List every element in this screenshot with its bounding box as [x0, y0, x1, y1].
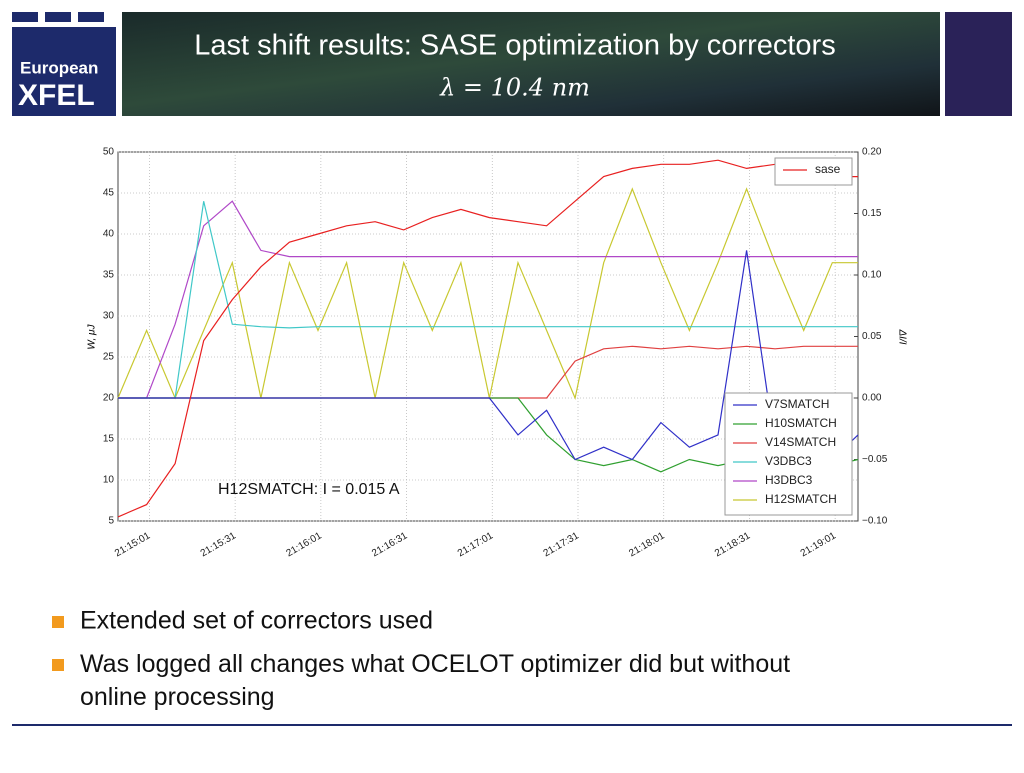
y-tick-label: 20	[103, 393, 115, 404]
y-tick-label: 35	[103, 270, 115, 281]
slide-subtitle: λ = 10.4 nm	[439, 74, 590, 102]
x-tick-label: 21:18:31	[713, 530, 753, 559]
series-line	[118, 250, 859, 461]
logo-square	[12, 12, 38, 22]
y-tick-label: 25	[103, 352, 115, 363]
bullet-marker	[52, 616, 64, 628]
legend-label: H10SMATCH	[765, 416, 837, 430]
y2-tick-label: 0.10	[862, 270, 882, 281]
bullet-text: Extended set of correctors used	[80, 607, 433, 635]
logo-square	[45, 12, 71, 22]
y-tick-label: 40	[103, 229, 115, 240]
logo	[12, 27, 116, 116]
legend-label: V7SMATCH	[765, 397, 829, 411]
series-line	[117, 159, 858, 518]
legend	[774, 157, 853, 186]
y2-tick-label: 0.15	[862, 208, 882, 219]
annotation: H12SMATCH: I = 0.015 A	[218, 481, 400, 498]
y-tick-label: 30	[103, 311, 115, 322]
y2-axis-label: ΔI/I	[896, 328, 907, 344]
legend-label: V3DBC3	[765, 454, 812, 468]
y-tick-label: 5	[108, 516, 114, 527]
logo-text: XFEL	[18, 79, 95, 112]
x-tick-label: 21:16:31	[370, 530, 410, 559]
bullet-text: Was logged all changes what OCELOT optim…	[80, 650, 790, 711]
y2-tick-label: −0.10	[862, 516, 888, 527]
legend-label: V14SMATCH	[765, 435, 836, 449]
y-tick-label: 10	[103, 475, 115, 486]
x-tick-label: 21:18:01	[627, 530, 667, 559]
y2-tick-label: 0.05	[862, 331, 882, 342]
x-tick-label: 21:15:01	[113, 530, 153, 559]
legend-label: sase	[815, 162, 841, 176]
slide-title: Last shift results: SASE optimization by…	[194, 30, 835, 62]
y-tick-label: 45	[103, 188, 115, 199]
x-tick-label: 21:15:31	[199, 530, 239, 559]
series-line	[118, 200, 858, 399]
y2-tick-label: 0.20	[862, 147, 882, 158]
y-axis-label: W, μJ	[87, 323, 98, 349]
x-tick-label: 21:17:31	[542, 530, 582, 559]
banner	[122, 12, 940, 116]
banner-corner	[945, 12, 1012, 116]
y-tick-label: 15	[103, 434, 115, 445]
chart: 5 10 15 20 25 30 35 40 45 50 −0.10 −0.05 0.00 0.05 0.1…	[87, 147, 908, 560]
series-line	[118, 201, 858, 399]
logo-square	[78, 12, 104, 22]
x-tick-label: 21:19:01	[799, 530, 839, 559]
legend-label: H3DBC3	[765, 473, 813, 487]
legend	[724, 392, 853, 516]
y2-tick-label: −0.05	[862, 454, 888, 465]
bullet-marker	[52, 659, 64, 671]
x-tick-label: 21:16:01	[284, 530, 324, 559]
legend-label: H12SMATCH	[765, 492, 837, 506]
y2-tick-label: 0.00	[862, 393, 882, 404]
x-tick-label: 21:17:01	[456, 530, 496, 559]
logo-text: European	[20, 58, 98, 77]
y-tick-label: 50	[103, 147, 115, 158]
